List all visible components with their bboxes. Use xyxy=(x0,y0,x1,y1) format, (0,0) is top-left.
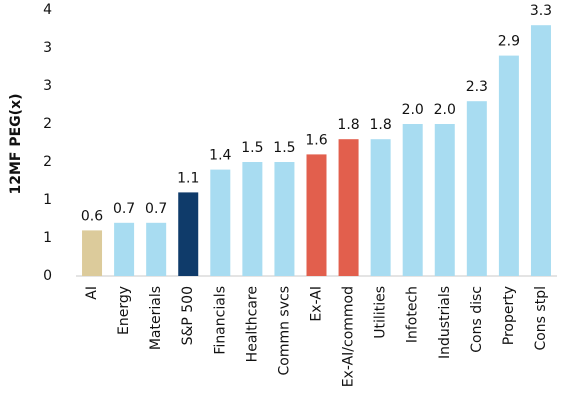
bar xyxy=(178,192,199,276)
x-tick-label: Ex-AI xyxy=(309,286,325,322)
data-label: 1.5 xyxy=(241,140,263,156)
data-label: 2.3 xyxy=(466,79,488,95)
y-tick-label: 1 xyxy=(43,192,52,208)
data-label: 0.7 xyxy=(145,201,167,217)
data-label: 0.6 xyxy=(81,208,103,224)
bar xyxy=(402,124,423,276)
bar xyxy=(434,124,455,276)
data-label: 1.5 xyxy=(273,140,295,156)
y-tick-label: 3 xyxy=(43,40,52,56)
bar xyxy=(530,25,551,277)
data-label: 2.0 xyxy=(402,102,424,118)
y-axis-title: 12MF PEG(x) xyxy=(8,94,24,195)
bar xyxy=(498,55,519,276)
x-tick-label: Utilities xyxy=(373,286,389,339)
y-tick-label: 2 xyxy=(43,154,52,170)
x-tick-label: Infotech xyxy=(405,286,421,343)
bar xyxy=(338,139,359,276)
x-tick-label: Cons disc xyxy=(469,286,485,353)
data-label: 0.7 xyxy=(113,201,135,217)
x-tick-label: Commn svcs xyxy=(276,286,292,376)
y-tick-label: 1 xyxy=(43,230,52,246)
x-tick-label: Financials xyxy=(212,286,228,355)
y-tick-label: 0 xyxy=(43,268,52,284)
data-label: 1.4 xyxy=(209,148,231,164)
bar xyxy=(210,169,231,276)
x-tick-label: Materials xyxy=(148,286,164,350)
data-label: 1.1 xyxy=(177,170,199,186)
y-tick-label: 3 xyxy=(43,78,52,94)
x-tick-label: Cons stpl xyxy=(533,286,549,351)
y-tick-label: 4 xyxy=(43,2,52,18)
data-label: 2.0 xyxy=(434,102,456,118)
data-label: 1.8 xyxy=(337,117,359,133)
bar xyxy=(370,139,391,276)
x-tick-label: Property xyxy=(501,286,517,345)
x-tick-label: Healthcare xyxy=(244,286,260,362)
y-tick-label: 2 xyxy=(43,116,52,132)
bar xyxy=(146,222,167,276)
bar xyxy=(466,101,487,276)
bar xyxy=(114,222,135,276)
x-tick-label: Energy xyxy=(116,286,132,335)
x-tick-label: S&P 500 xyxy=(180,286,196,345)
x-tick-label: Industrials xyxy=(437,286,453,359)
bar xyxy=(306,154,327,276)
x-tick-label: Ex-AI/commod xyxy=(341,286,357,387)
x-tick-label: AI xyxy=(84,286,100,300)
data-label: 1.6 xyxy=(305,132,327,148)
data-label: 2.9 xyxy=(498,34,520,50)
data-label: 1.8 xyxy=(370,117,392,133)
bar xyxy=(242,162,263,276)
bar xyxy=(82,230,103,276)
data-label: 3.3 xyxy=(530,3,552,19)
bar xyxy=(274,162,295,276)
